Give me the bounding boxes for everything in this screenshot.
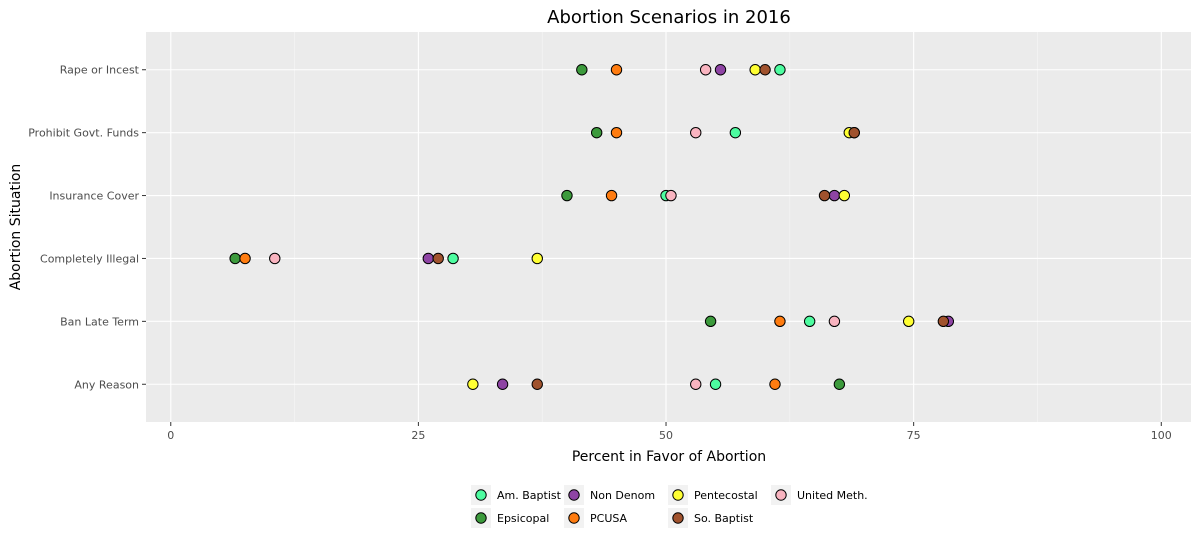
data-point [699, 64, 712, 76]
y-tick-label: Prohibit Govt. Funds [28, 127, 139, 140]
y-tick-label: Ban Late Term [60, 315, 139, 328]
y-axis-title: Abortion Situation [8, 164, 24, 291]
data-point [422, 252, 434, 265]
data-point [828, 189, 841, 202]
data-point [531, 252, 543, 265]
legend-label: Non Denom [590, 489, 655, 502]
data-point [690, 378, 702, 390]
data-point [590, 126, 603, 139]
data-point [605, 189, 618, 202]
data-point [937, 315, 950, 328]
x-tick-label: 25 [411, 429, 425, 442]
data-point [709, 378, 722, 390]
legend-marker [568, 489, 580, 501]
y-tick-label: Any Reason [74, 378, 139, 391]
data-point [828, 315, 841, 328]
y-axis-ticks: Any Reason Ban Late Term Completely Illega… [28, 64, 146, 391]
data-point [496, 378, 509, 390]
legend-label: Epsicopal [497, 512, 549, 525]
y-tick-label: Completely Illegal [40, 252, 139, 265]
data-point [610, 126, 623, 139]
data-point [239, 252, 251, 265]
legend: Am. Baptist Epsicopal Non Denom PCUSA Pentec… [471, 485, 868, 528]
data-point [729, 126, 742, 139]
x-tick-label: 75 [907, 429, 921, 442]
legend-marker [775, 489, 787, 501]
data-point [561, 189, 573, 202]
legend-label: PCUSA [590, 512, 628, 525]
data-point [690, 126, 702, 139]
data-point [774, 315, 786, 328]
data-point [269, 252, 281, 265]
data-point [838, 189, 851, 202]
x-tick-label: 0 [167, 429, 174, 442]
x-axis-ticks: 0 25 50 75 100 [167, 422, 1172, 442]
data-point [610, 64, 623, 76]
data-point [704, 315, 717, 328]
y-tick-label: Rape or Incest [60, 64, 140, 77]
data-point [759, 64, 771, 76]
legend-label: Pentecostal [694, 489, 758, 502]
data-point [576, 64, 588, 76]
data-point [803, 315, 816, 328]
plot-panel [146, 32, 1191, 422]
legend-label: Am. Baptist [497, 489, 562, 502]
legend-marker [672, 489, 684, 501]
data-point [447, 252, 459, 265]
legend-marker [475, 512, 487, 524]
legend-marker [672, 512, 684, 524]
data-point [818, 189, 831, 202]
data-points [229, 64, 955, 390]
data-point [774, 64, 786, 76]
legend-label: United Meth. [797, 489, 868, 502]
legend-marker [475, 489, 487, 501]
x-tick-label: 50 [659, 429, 673, 442]
data-point [467, 378, 479, 390]
x-axis-title: Percent in Favor of Abortion [572, 449, 766, 465]
data-point [903, 315, 915, 328]
legend-marker [568, 512, 580, 524]
data-point [665, 189, 677, 202]
x-tick-label: 100 [1151, 429, 1172, 442]
y-tick-label: Insurance Cover [49, 190, 139, 203]
legend-label: So. Baptist [694, 512, 754, 525]
chart-title: Abortion Scenarios in 2016 [547, 7, 791, 28]
data-point [229, 252, 241, 265]
data-point [769, 378, 781, 390]
data-point [749, 64, 761, 76]
data-point [848, 126, 860, 139]
data-point [432, 252, 444, 265]
data-point [833, 378, 846, 390]
data-point [714, 64, 727, 76]
data-point [531, 378, 543, 390]
